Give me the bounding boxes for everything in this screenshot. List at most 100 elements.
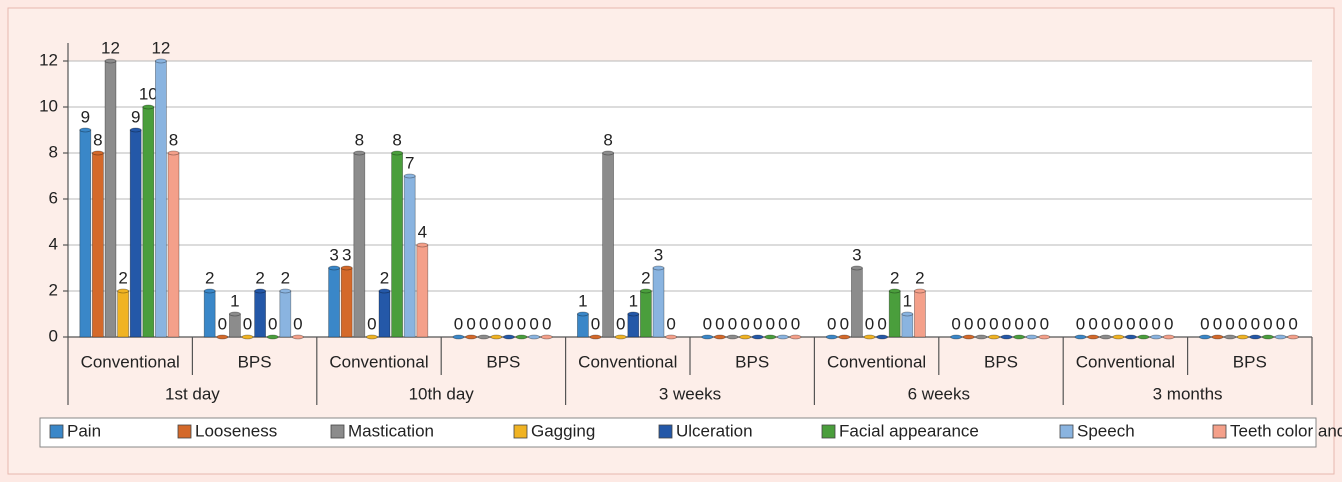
data-label: 0	[1088, 314, 1097, 333]
legend-label: Gagging	[531, 421, 595, 440]
bar	[851, 267, 863, 338]
data-label: 3	[654, 245, 663, 264]
data-label: 0	[529, 314, 538, 333]
data-label: 0	[1164, 314, 1173, 333]
data-label: 0	[964, 314, 973, 333]
data-label: 0	[466, 314, 475, 333]
bar-top	[515, 334, 528, 340]
bar-top	[1211, 334, 1224, 340]
data-label: 3	[329, 245, 338, 264]
bar	[79, 129, 92, 338]
x-tick-label: BPS	[238, 352, 272, 371]
data-label: 0	[715, 314, 724, 333]
bar-top	[1224, 334, 1236, 340]
bar-top	[129, 127, 142, 133]
group-label: 3 weeks	[659, 384, 721, 403]
data-label: 2	[380, 268, 389, 287]
y-tick-label: 4	[49, 234, 58, 253]
data-label: 0	[1101, 314, 1110, 333]
data-label: 12	[151, 38, 170, 57]
bar-top	[863, 334, 876, 340]
bar-top	[975, 334, 988, 340]
data-label: 0	[827, 314, 836, 333]
legend-label: Ulceration	[676, 421, 753, 440]
bar	[117, 290, 129, 338]
legend-swatch	[49, 424, 64, 439]
bar-top	[241, 334, 254, 340]
legend-label: Pain	[67, 421, 101, 440]
data-label: 12	[101, 38, 120, 57]
data-label: 8	[392, 130, 401, 149]
x-tick-label: Conventional	[81, 352, 180, 371]
data-label: 9	[81, 107, 90, 126]
bar-top	[1137, 334, 1150, 340]
data-label: 0	[951, 314, 960, 333]
bar-top	[652, 265, 665, 271]
bar-top	[1099, 334, 1112, 340]
bar-top	[154, 58, 167, 64]
data-label: 2	[205, 268, 214, 287]
bar-top	[714, 334, 726, 340]
data-label: 0	[1040, 314, 1049, 333]
data-label: 0	[492, 314, 501, 333]
data-label: 0	[479, 314, 488, 333]
data-label: 0	[877, 314, 886, 333]
data-label: 2	[915, 268, 924, 287]
bar-top	[751, 334, 764, 340]
data-label: 8	[355, 130, 364, 149]
bar	[901, 313, 914, 338]
data-label: 0	[728, 314, 737, 333]
bar	[403, 175, 416, 338]
bar-top	[1038, 334, 1051, 340]
data-label: 8	[603, 130, 612, 149]
bar-top	[353, 150, 366, 156]
bar-top	[142, 104, 155, 110]
bar	[353, 152, 366, 338]
bar-top	[117, 288, 129, 294]
data-label: 0	[293, 314, 302, 333]
bar-top	[1013, 334, 1025, 340]
bar-top	[391, 150, 404, 156]
x-tick-label: BPS	[1233, 352, 1267, 371]
bar	[142, 106, 155, 338]
bar-top	[1000, 334, 1013, 340]
bar-top	[92, 150, 104, 156]
data-label: 0	[1076, 314, 1085, 333]
y-tick-label: 0	[49, 326, 58, 345]
bar-top	[490, 334, 503, 340]
bar-top	[577, 311, 589, 317]
bar-top	[228, 311, 241, 317]
bar-top	[726, 334, 739, 340]
bar-top	[254, 288, 267, 294]
legend-swatch	[330, 424, 345, 439]
bar-top	[104, 58, 117, 64]
x-tick-label: Conventional	[1076, 352, 1175, 371]
data-label: 4	[418, 222, 427, 241]
bar-top	[79, 127, 92, 133]
data-label: 1	[230, 291, 239, 310]
bar-top	[589, 334, 602, 340]
bar-top	[416, 242, 429, 248]
bar-top	[914, 288, 926, 294]
data-label: 0	[542, 314, 551, 333]
bar	[391, 152, 404, 338]
bar	[640, 290, 652, 338]
data-label: 2	[255, 268, 264, 287]
bar-top	[1087, 334, 1099, 340]
data-label: 0	[1002, 314, 1011, 333]
data-label: 0	[268, 314, 277, 333]
bar-top	[452, 334, 465, 340]
data-label: 0	[989, 314, 998, 333]
bar-top	[876, 334, 888, 340]
bar-top	[1162, 334, 1175, 340]
bar	[888, 290, 901, 338]
data-label: 0	[778, 314, 787, 333]
bar	[602, 152, 614, 338]
data-label: 0	[703, 314, 712, 333]
bar-top	[1287, 334, 1299, 340]
bar-top	[365, 334, 378, 340]
bar-top	[701, 334, 714, 340]
bar-top	[1025, 334, 1038, 340]
bar-top	[328, 265, 341, 271]
